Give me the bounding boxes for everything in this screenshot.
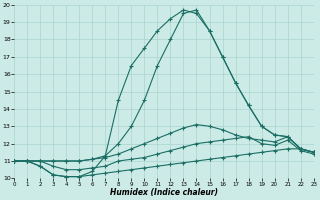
X-axis label: Humidex (Indice chaleur): Humidex (Indice chaleur) (110, 188, 218, 197)
